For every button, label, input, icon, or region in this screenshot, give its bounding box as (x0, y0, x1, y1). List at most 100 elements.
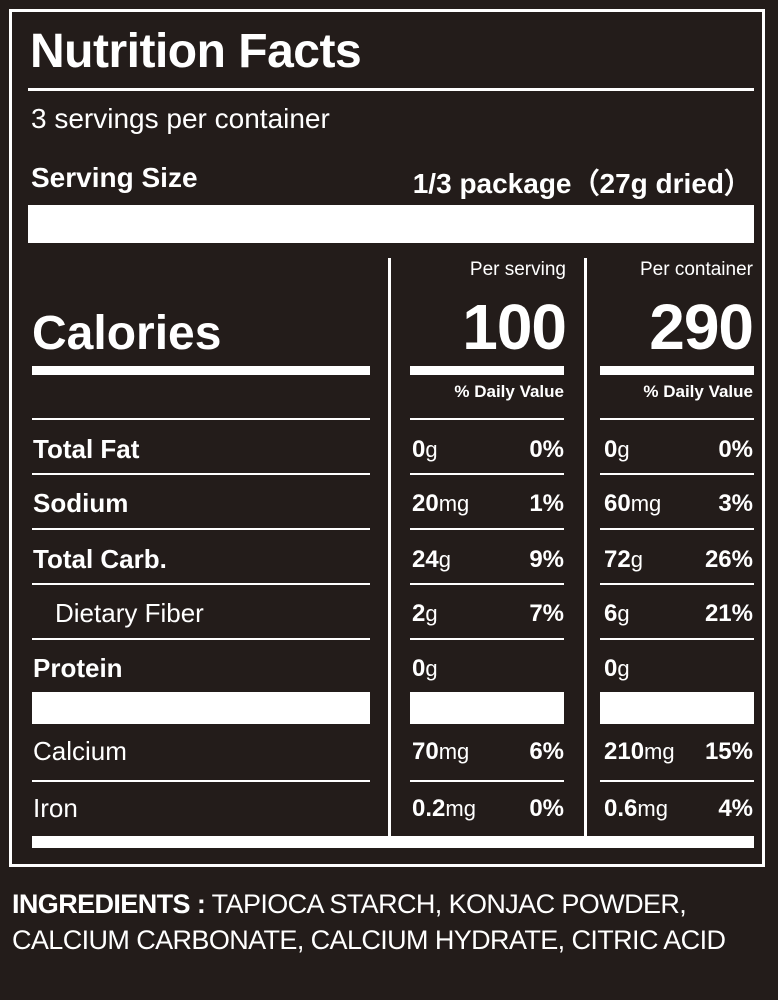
nutrient-dv-serving: 9% (529, 546, 564, 573)
vitamin-divider-bar (32, 692, 370, 724)
servings-per-container: 3 servings per container (31, 103, 330, 134)
row-line (410, 780, 564, 782)
amount-value: 2 (412, 600, 426, 627)
mineral-dv-container: 4% (718, 795, 753, 822)
amount-unit: g (617, 656, 630, 681)
amount-value: 72 (604, 546, 631, 573)
nutrient-amount-serving: 0g (412, 655, 438, 683)
amount-value: 0 (604, 655, 618, 682)
amount-unit: g (617, 601, 630, 626)
nutrient-amount-serving: 0g (412, 436, 438, 464)
calories-bar-left (32, 366, 370, 375)
row-line (410, 473, 564, 475)
mineral-dv-serving: 0% (529, 795, 564, 822)
mineral-dv-serving: 6% (529, 738, 564, 765)
amount-unit: mg (630, 491, 662, 516)
nutrient-dv-container: 3% (718, 490, 753, 517)
bottom-bar (32, 836, 754, 848)
amount-unit: mg (438, 739, 470, 764)
column-divider-serving (388, 258, 391, 843)
nutrient-amount-container: 0g (604, 655, 630, 683)
amount-unit: g (425, 656, 438, 681)
amount-unit: g (438, 547, 451, 572)
row-line (600, 473, 754, 475)
amount-unit: mg (438, 491, 470, 516)
row-line (32, 418, 370, 420)
mineral-amount-container: 210mg (604, 738, 675, 766)
amount-unit: g (425, 601, 438, 626)
row-line (32, 528, 370, 530)
nutrition-facts-title: Nutrition Facts (30, 25, 362, 78)
row-line (32, 638, 370, 640)
nutrient-amount-container: 0g (604, 436, 630, 464)
amount-value: 0 (412, 655, 426, 682)
nutrient-label-protein: Protein (33, 653, 123, 683)
nutrient-amount-container: 72g (604, 546, 643, 574)
amount-value: 6 (604, 600, 618, 627)
row-line (410, 418, 564, 420)
amount-unit: g (630, 547, 643, 572)
row-line (600, 418, 754, 420)
vitamin-divider-bar (410, 692, 564, 724)
ingredients-text: TAPIOCA STARCH, KONJAC POWDER, CALCIUM C… (12, 889, 726, 955)
nutrient-amount-serving: 24g (412, 546, 451, 574)
mineral-dv-container: 15% (704, 738, 753, 765)
nutrient-dv-container: 21% (704, 600, 753, 627)
mineral-amount-serving: 0.2mg (412, 795, 476, 823)
mineral-amount-serving: 70mg (412, 738, 469, 766)
nutrient-amount-serving: 2g (412, 600, 438, 628)
calories-per-container: 290 (649, 291, 754, 363)
row-line (600, 638, 754, 640)
daily-value-heading-serving: % Daily Value (454, 382, 564, 401)
serving-size-value: 1/3 package（27g dried） (412, 168, 752, 199)
amount-value: 0 (604, 436, 618, 463)
amount-value: 60 (604, 490, 631, 517)
calories-bar-container (600, 366, 754, 375)
nutrient-label-total-fat: Total Fat (33, 434, 140, 464)
amount-unit: mg (637, 796, 668, 821)
calories-label: Calories (32, 307, 222, 360)
divider-thin (28, 88, 754, 91)
nutrient-dv-serving: 0% (529, 436, 564, 463)
row-line (32, 473, 370, 475)
amount-unit: mg (644, 739, 675, 764)
nutrient-amount-container: 6g (604, 600, 630, 628)
nutrient-dv-container: 26% (704, 546, 753, 573)
nutrition-label-border (9, 9, 765, 867)
row-line (600, 583, 754, 585)
ingredients-label: INGREDIENTS : (12, 889, 206, 919)
per-serving-heading: Per serving (469, 259, 566, 280)
row-line (410, 638, 564, 640)
daily-value-heading-container: % Daily Value (643, 382, 753, 401)
row-line (32, 780, 370, 782)
row-line (410, 583, 564, 585)
amount-value: 24 (412, 546, 439, 573)
amount-value: 210 (604, 738, 645, 765)
nutrient-dv-serving: 1% (529, 490, 564, 517)
nutrient-amount-serving: 20mg (412, 490, 469, 518)
calories-per-serving: 100 (462, 291, 567, 363)
row-line (32, 583, 370, 585)
mineral-label-calcium: Calcium (33, 736, 127, 766)
ingredients-block: INGREDIENTS : TAPIOCA STARCH, KONJAC POW… (12, 886, 772, 958)
amount-value: 0.2 (412, 795, 446, 822)
amount-unit: g (425, 437, 438, 462)
mineral-amount-container: 0.6mg (604, 795, 668, 823)
column-divider-container (584, 258, 587, 843)
vitamin-divider-bar (600, 692, 754, 724)
nutrient-amount-container: 60mg (604, 490, 661, 518)
nutrient-label-sodium: Sodium (33, 488, 129, 518)
mineral-label-iron: Iron (33, 793, 78, 823)
row-line (600, 780, 754, 782)
amount-unit: g (617, 437, 630, 462)
nutrient-label-dietary-fiber: Dietary Fiber (55, 598, 204, 628)
amount-value: 70 (412, 738, 439, 765)
per-container-heading: Per container (639, 259, 753, 280)
row-line (410, 528, 564, 530)
thick-divider-bar (28, 205, 754, 243)
nutrient-dv-container: 0% (718, 436, 753, 463)
nutrient-label-total-carb: Total Carb. (33, 544, 167, 574)
amount-value: 0.6 (604, 795, 638, 822)
amount-unit: mg (445, 796, 476, 821)
nutrient-dv-serving: 7% (529, 600, 564, 627)
